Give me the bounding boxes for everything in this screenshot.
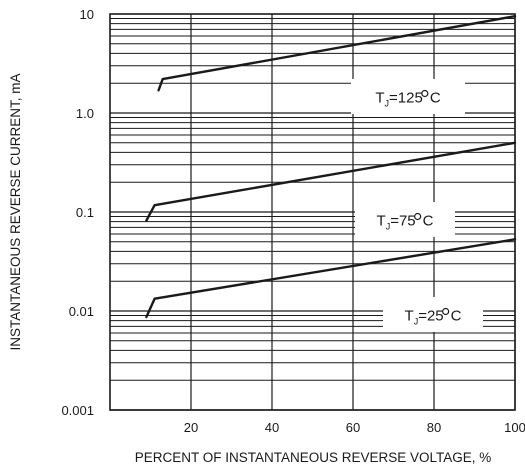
y-axis-label: INSTANTANEOUS REVERSE CURRENT, mA: [8, 73, 23, 350]
grid-layer: [110, 14, 516, 411]
series-line-3: [145, 238, 517, 319]
x-tick-label: 40: [265, 420, 279, 435]
x-tick-label: 100: [504, 420, 525, 435]
series-layer: [145, 15, 517, 319]
series-label-text: TJ=125 C: [375, 90, 440, 109]
x-tick-label: 80: [427, 420, 441, 435]
x-tick-label: 60: [346, 420, 360, 435]
x-tick-label: 20: [184, 420, 198, 435]
series-label-text: TJ=75 C: [377, 213, 434, 232]
series-line-1: [157, 15, 517, 92]
series-annotation-1: TJ=125 C: [351, 79, 465, 114]
y-tick-label: 0.001: [61, 403, 94, 418]
x-axis-label: PERCENT OF INSTANTANEOUS REVERSE VOLTAGE…: [135, 450, 492, 465]
degree-symbol: [442, 307, 450, 316]
plot-frame: [109, 13, 516, 411]
series-label-text: TJ=25 C: [405, 308, 462, 327]
series-annotation-2: TJ=75 C: [355, 202, 455, 237]
series-annotations: TJ=125 C TJ=75 C TJ=25 C: [351, 79, 483, 332]
series-line-2: [145, 141, 517, 222]
degree-symbol: [414, 212, 422, 221]
x-tick-labels: 20 40 60 80 100: [184, 420, 525, 435]
series-annotation-3: TJ=25 C: [383, 297, 483, 332]
y-tick-label: 0.1: [76, 205, 94, 220]
y-tick-label: 1.0: [76, 106, 94, 121]
y-tick-label: 0.01: [69, 304, 94, 319]
y-tick-labels: 0.001 0.01 0.1 1.0 10: [61, 7, 94, 418]
degree-symbol: [421, 89, 429, 98]
y-tick-label: 10: [80, 7, 94, 22]
